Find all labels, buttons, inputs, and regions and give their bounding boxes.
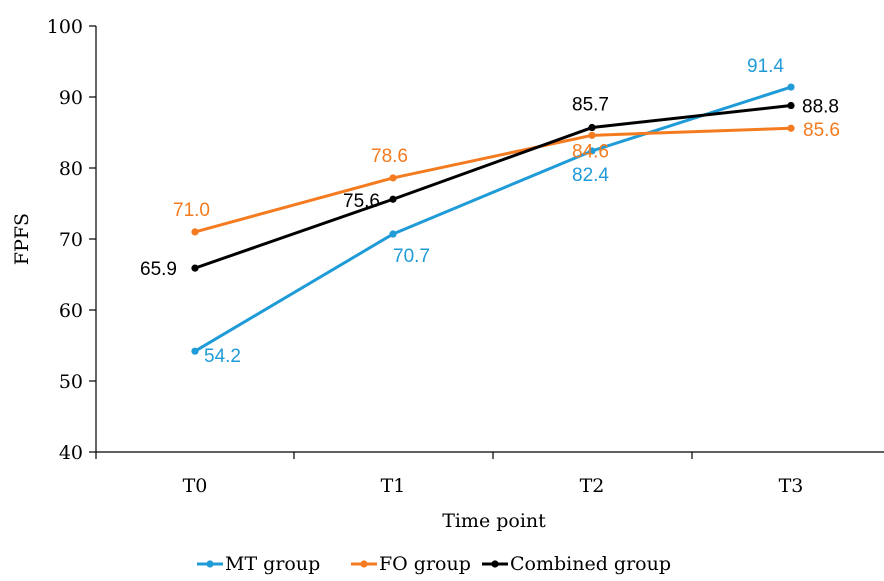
legend-label: FO group xyxy=(379,553,471,575)
data-label: 84.6 xyxy=(572,141,609,162)
data-label: 85.6 xyxy=(803,120,840,141)
legend-swatch-marker xyxy=(206,560,214,568)
data-point xyxy=(191,228,199,236)
y-tick-label: 100 xyxy=(47,16,83,38)
y-tick-label: 90 xyxy=(59,87,83,109)
data-point xyxy=(787,83,795,91)
x-tick-label: T0 xyxy=(183,475,208,497)
legend-label: MT group xyxy=(225,553,320,575)
series-line xyxy=(194,85,792,353)
y-axis-title: FPFS xyxy=(11,213,33,265)
x-tick-label: T2 xyxy=(580,475,605,497)
y-tick-label: 40 xyxy=(59,442,83,464)
data-point xyxy=(588,147,596,155)
y-tick-label: 60 xyxy=(59,300,83,322)
axes xyxy=(95,26,884,453)
data-label: 88.8 xyxy=(802,97,839,118)
data-point xyxy=(588,123,596,132)
legend: MT group FO group Combined group xyxy=(197,553,671,575)
x-ticks: T0 T1 T2 T3 xyxy=(95,452,804,497)
series-line xyxy=(194,104,792,270)
y-tick-label: 70 xyxy=(59,229,83,251)
y-tick-label: 50 xyxy=(59,371,83,393)
legend-swatch-marker xyxy=(491,560,499,568)
data-label: 54.2 xyxy=(204,346,241,367)
data-point xyxy=(389,230,397,238)
series-group xyxy=(191,83,795,355)
data-label: 78.6 xyxy=(371,146,408,167)
series-line xyxy=(194,126,792,234)
data-point xyxy=(787,101,795,110)
y-ticks: 40 50 60 70 80 90 100 xyxy=(47,16,96,464)
data-label: 82.4 xyxy=(572,165,609,186)
data-point xyxy=(389,195,397,203)
data-point xyxy=(191,347,199,355)
data-label: 91.4 xyxy=(747,56,784,77)
data-label: 75.6 xyxy=(343,191,380,212)
x-tick-label: T1 xyxy=(381,475,406,497)
y-tick-label: 80 xyxy=(59,158,83,180)
data-point xyxy=(191,264,199,272)
data-labels: 54.2 70.7 82.4 91.4 71.0 78.6 84.6 85.6 65.9 75.6… xyxy=(140,56,840,367)
data-label: 70.7 xyxy=(393,246,430,267)
data-label: 65.9 xyxy=(140,259,177,280)
legend-swatch-marker xyxy=(360,560,368,568)
x-tick-label: T3 xyxy=(779,475,804,497)
data-label: 85.7 xyxy=(572,95,609,116)
data-label: 71.0 xyxy=(173,200,210,221)
data-point xyxy=(787,124,795,132)
legend-label: Combined group xyxy=(510,553,671,575)
data-point xyxy=(389,174,397,182)
x-axis-title: Time point xyxy=(442,510,546,532)
data-point xyxy=(588,131,596,139)
